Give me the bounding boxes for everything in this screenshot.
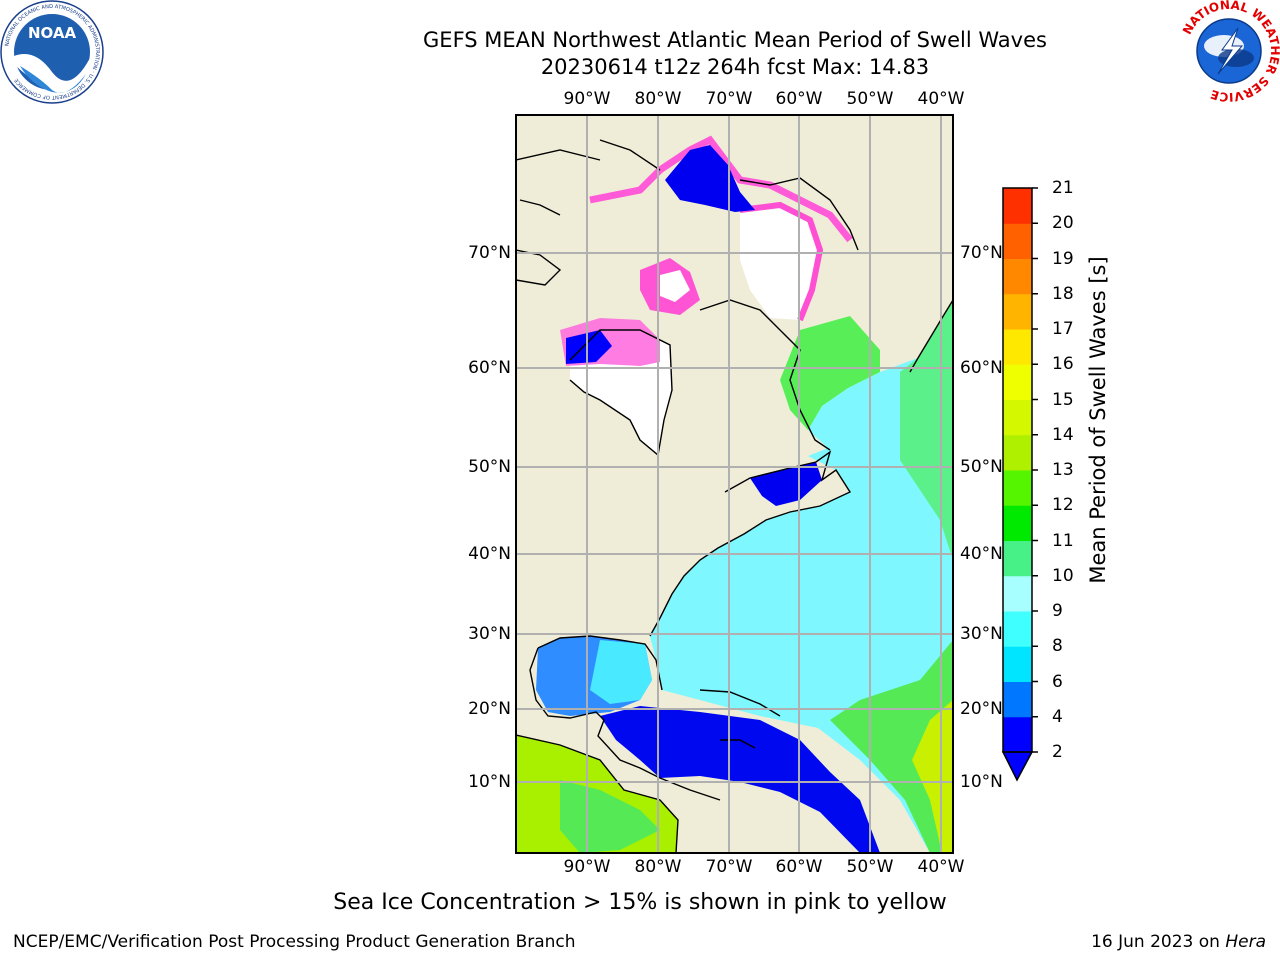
lat-label-left: 40°N [468, 544, 511, 564]
colorbar-band [1003, 188, 1032, 224]
labrador-sea-swell [780, 316, 880, 430]
lon-label-bottom: 50°W [846, 857, 894, 877]
colorbar-band [1003, 470, 1032, 506]
colorbar-tick-label: 10 [1052, 565, 1074, 586]
lat-label-right: 50°N [960, 457, 1003, 477]
colorbar-band [1003, 505, 1032, 541]
lon-label-top: 80°W [634, 89, 682, 109]
swell-green-band-south [830, 640, 953, 853]
coastlines [516, 139, 953, 853]
colorbar-band [1003, 223, 1032, 259]
colorbar-tick-label: 6 [1052, 671, 1063, 692]
caribbean-sea-swell [600, 706, 880, 853]
eastern-pacific-swell-green [560, 780, 660, 853]
lat-label-right: 70°N [960, 243, 1003, 263]
baffin-bay-ice-edge [739, 201, 824, 322]
lon-label-bottom: 80°W [634, 857, 682, 877]
colorbar-tick-label: 8 [1052, 636, 1063, 657]
colorbar-band [1003, 434, 1032, 471]
colorbar-band [1003, 611, 1032, 647]
lat-label-left: 10°N [468, 772, 511, 792]
lat-label-right: 30°N [960, 624, 1003, 644]
noaa-logo: NOAA NATIONAL OCEANIC AND ATMOSPHERIC AD… [0, 0, 104, 104]
colorbar-band [1003, 293, 1032, 330]
lat-label-right: 20°N [960, 699, 1003, 719]
lat-label-left: 20°N [468, 699, 511, 719]
colorbar-band [1003, 716, 1032, 753]
colorbar-band [1003, 258, 1032, 295]
colorbar-tick-label: 9 [1052, 601, 1063, 621]
northern-ice-edge [589, 135, 853, 243]
arctic-open-water [566, 330, 612, 364]
colorbar-tick-label: 13 [1052, 460, 1074, 480]
colorbar-tick-label: 4 [1052, 706, 1063, 727]
colorbar-tick-label: 14 [1052, 424, 1074, 445]
gulf-of-mexico-swell-light [590, 640, 652, 704]
lon-label-bottom: 40°W [917, 857, 965, 877]
foxe-basin-white [660, 270, 690, 302]
lat-label-left: 50°N [468, 457, 511, 477]
map-frame [515, 114, 954, 854]
colorbar-tick-label: 20 [1052, 213, 1074, 234]
lon-label-top: 90°W [563, 89, 611, 109]
lat-label-right: 10°N [960, 772, 1003, 792]
colorbar-tick-label: 11 [1052, 530, 1074, 551]
credit-text: NCEP/EMC/Verification Post Processing Pr… [13, 932, 576, 952]
gulf-of-st-lawrence [750, 462, 822, 506]
chart-subtitle: 20230614 t12z 264h fcst Max: 14.83 [540, 55, 930, 79]
colorbar-tick-label: 18 [1052, 283, 1074, 304]
colorbar-tick-label: 19 [1052, 248, 1074, 269]
colorbar-tick-label: 16 [1052, 354, 1074, 375]
colorbar-tick-label: 15 [1052, 389, 1074, 410]
lat-label-left: 30°N [468, 624, 511, 644]
date-value: 16 Jun 2023 on [1091, 932, 1220, 952]
lon-label-top: 50°W [846, 89, 894, 109]
lon-label-bottom: 90°W [563, 857, 611, 877]
colorbar-band [1003, 364, 1032, 400]
lat-label-right: 40°N [960, 544, 1003, 564]
colorbar-band [1003, 399, 1032, 436]
colorbar-tick-label: 12 [1052, 495, 1074, 516]
colorbar-tick-label: 21 [1052, 178, 1074, 198]
noaa-logo-text: NOAA [28, 24, 77, 42]
lon-label-top: 60°W [775, 89, 823, 109]
lat-label-left: 60°N [468, 358, 511, 378]
lat-label-left: 70°N [468, 243, 511, 263]
lon-label-bottom: 60°W [775, 857, 823, 877]
colorbar-extend-arrow [1001, 751, 1034, 782]
swell-yellow-band-south [912, 700, 953, 853]
colorbar-title: Mean Period of Swell Waves [s] [1086, 256, 1110, 584]
chart-title: GEFS MEAN Northwest Atlantic Mean Period… [423, 28, 1047, 52]
graticule [516, 115, 953, 853]
lon-label-top: 40°W [917, 89, 965, 109]
lon-label-bottom: 70°W [705, 857, 753, 877]
colorbar-band [1003, 681, 1032, 718]
colorbar-band [1003, 540, 1032, 577]
sea-ice-note: Sea Ice Concentration > 15% is shown in … [333, 890, 947, 915]
colorbar-band [1003, 329, 1032, 365]
machine-name: Hera [1225, 932, 1266, 952]
northern-open-water [665, 145, 755, 212]
colorbar-tick-label: 2 [1052, 742, 1063, 762]
lat-label-right: 60°N [960, 358, 1003, 378]
lon-label-top: 70°W [705, 89, 753, 109]
colorbar-band [1003, 575, 1032, 612]
date-text: 16 Jun 2023 on Hera [1091, 932, 1266, 952]
colorbar-tick-label: 17 [1052, 319, 1074, 339]
colorbar-band [1003, 646, 1032, 682]
nws-logo: NATIONAL WEATHER SERVICE [1180, 0, 1280, 102]
